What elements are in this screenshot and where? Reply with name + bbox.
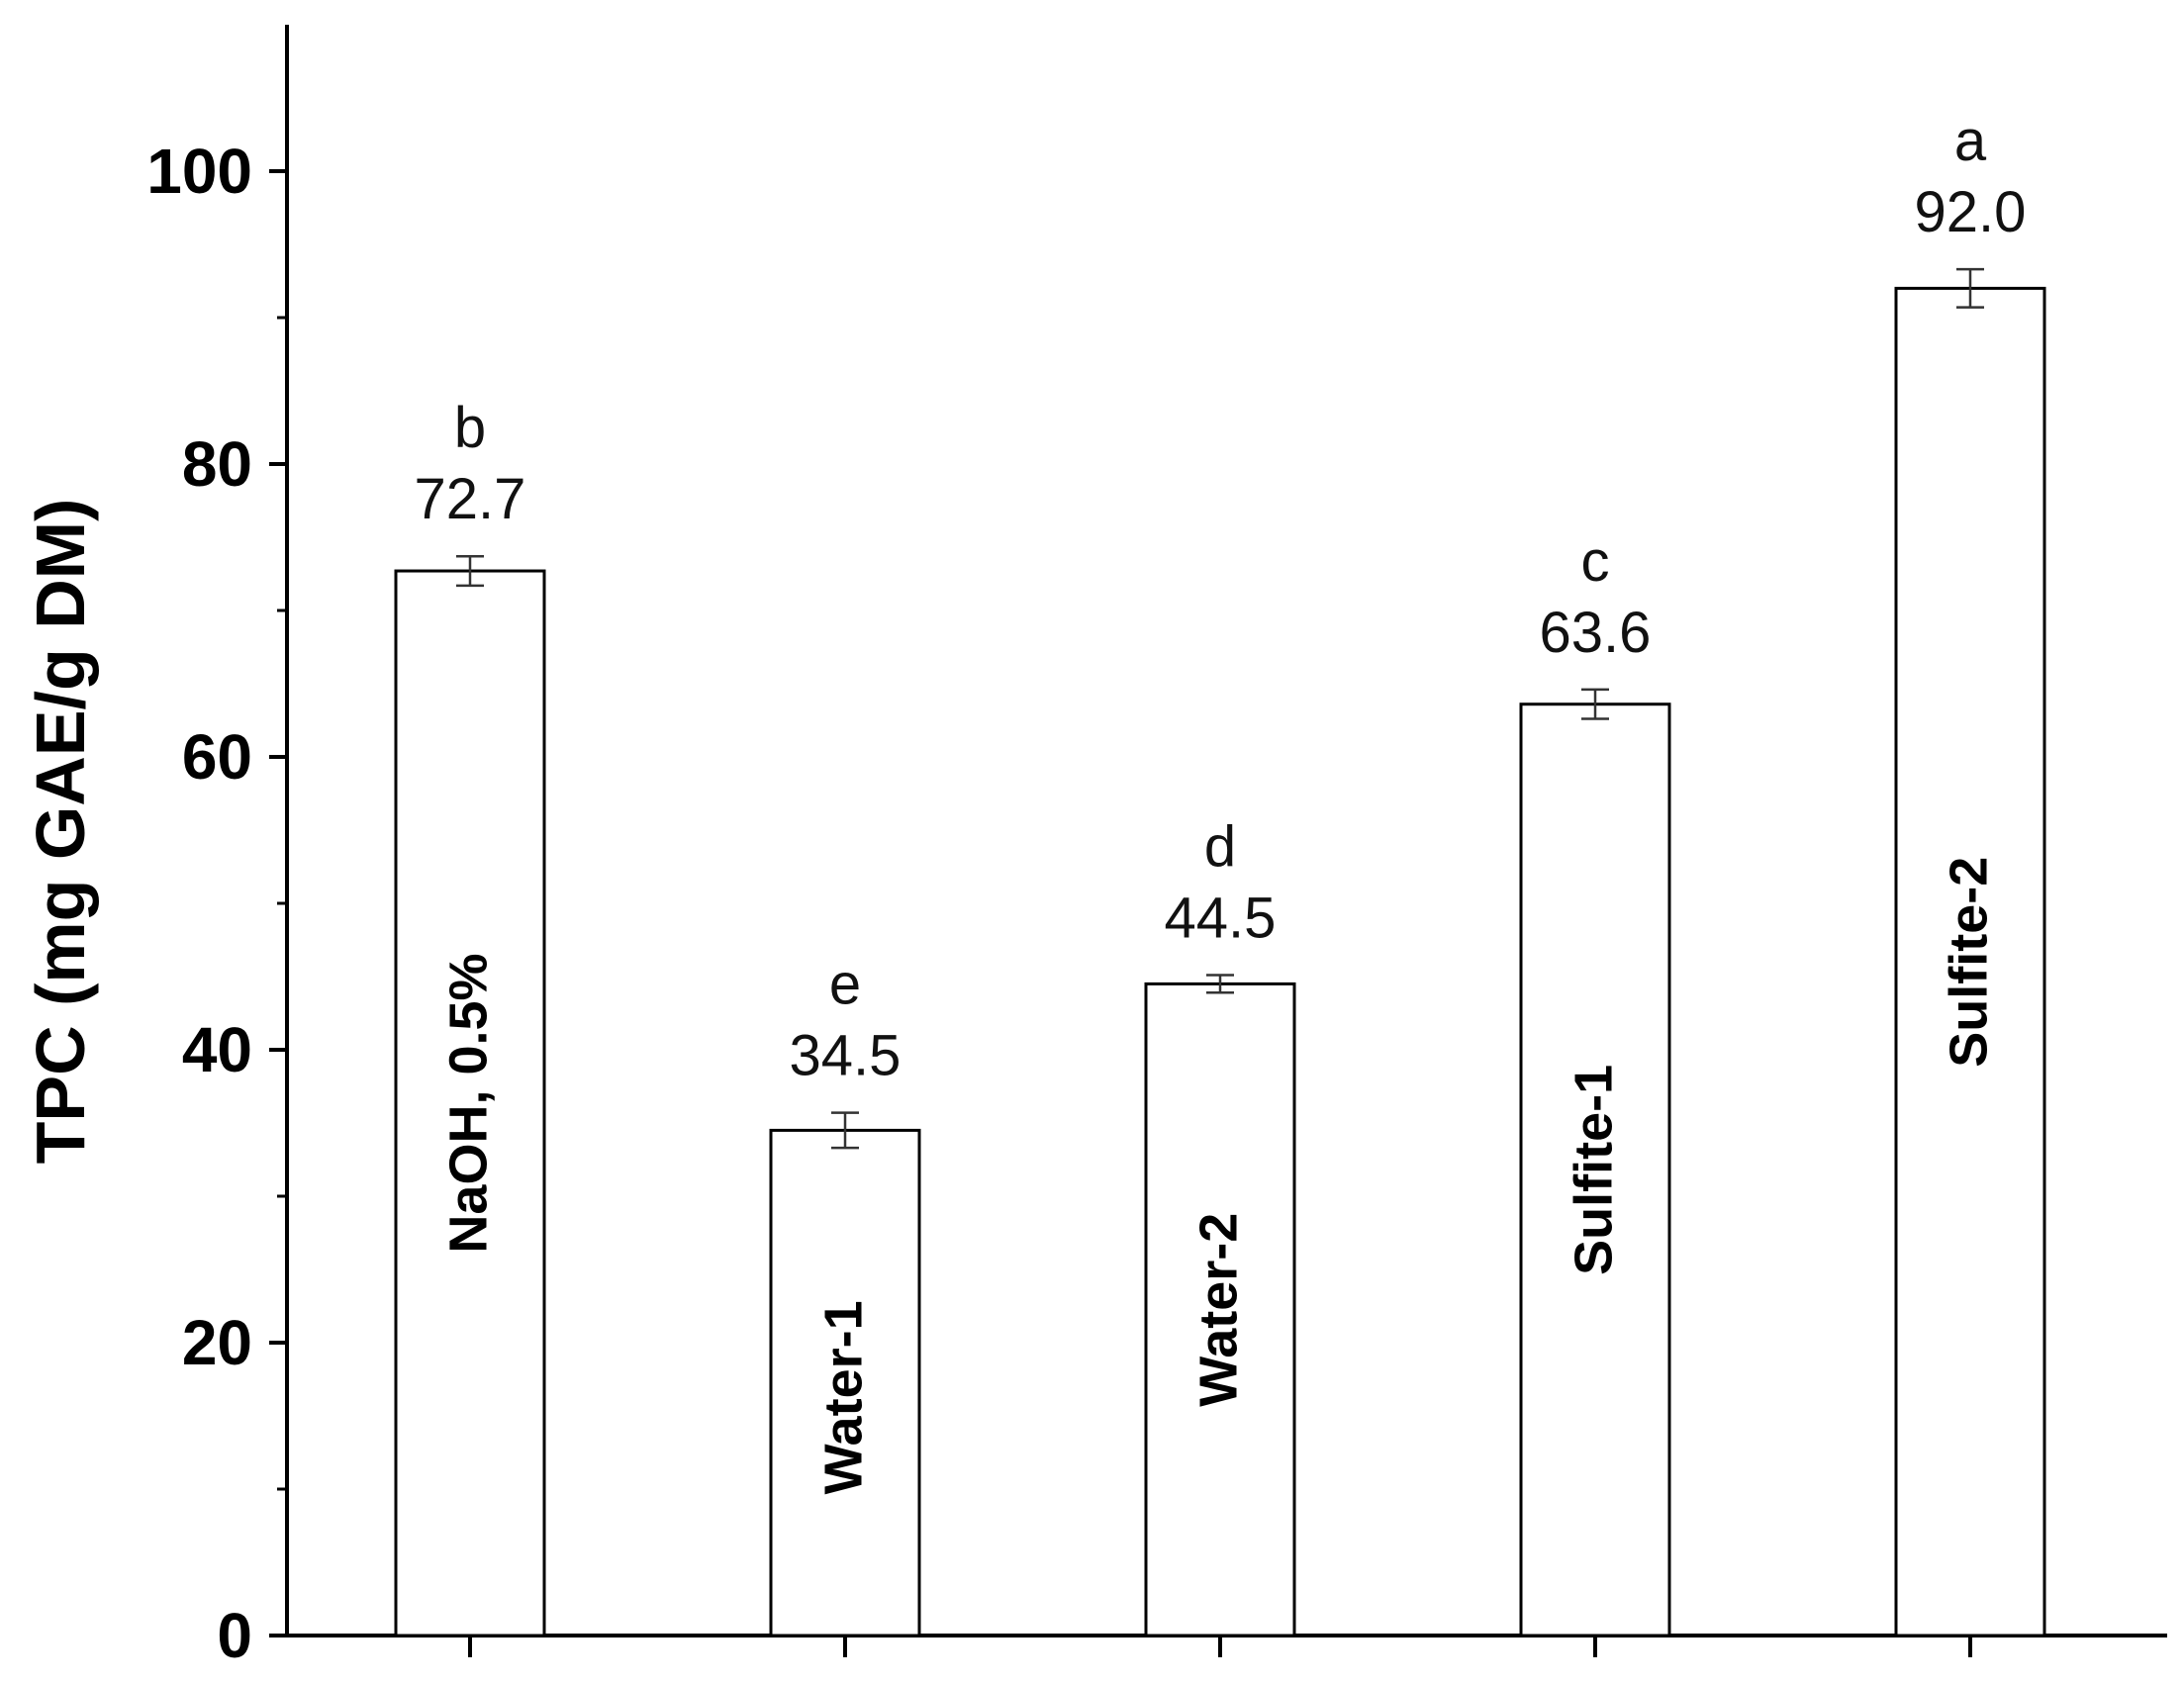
significance-letter: d [1204,815,1236,880]
y-tick-label: 100 [146,136,252,207]
bar [1894,286,2046,1637]
value-label: 63.6 [1540,601,1652,665]
axes: 0 20 40 60 80 100 [146,25,2167,1671]
bars [394,267,2046,1637]
bar [769,1128,921,1637]
y-tick-label: 60 [182,721,252,793]
y-tick-label: 80 [182,428,252,500]
y-tick-label: 40 [182,1014,252,1085]
category-label: Water-1 [813,1300,873,1494]
bar [1519,702,1671,1637]
bar [394,569,546,1637]
significance-letter: b [454,396,486,460]
labels: 72.7 b NaOH, 0.5% 34.5 e Water-1 44.5 d Water-2 6… [415,109,2027,1494]
value-label: 72.7 [415,467,526,531]
y-tick-label: 0 [217,1600,252,1671]
value-label: 34.5 [790,1024,902,1088]
category-label: Water-2 [1188,1213,1248,1407]
significance-letter: c [1581,529,1610,594]
y-axis-title: TPC (mg GAE/g DM) [22,499,99,1165]
value-label: 92.0 [1915,180,2027,244]
y-tick-label: 20 [182,1307,252,1378]
significance-letter: e [829,953,861,1017]
category-label: Sulfite-1 [1564,1065,1623,1275]
bar [1144,982,1296,1637]
value-label: 44.5 [1165,887,1277,951]
significance-letter: a [1954,109,1987,173]
category-label: NaOH, 0.5% [438,953,498,1253]
category-label: Sulfite-2 [1939,857,1998,1068]
